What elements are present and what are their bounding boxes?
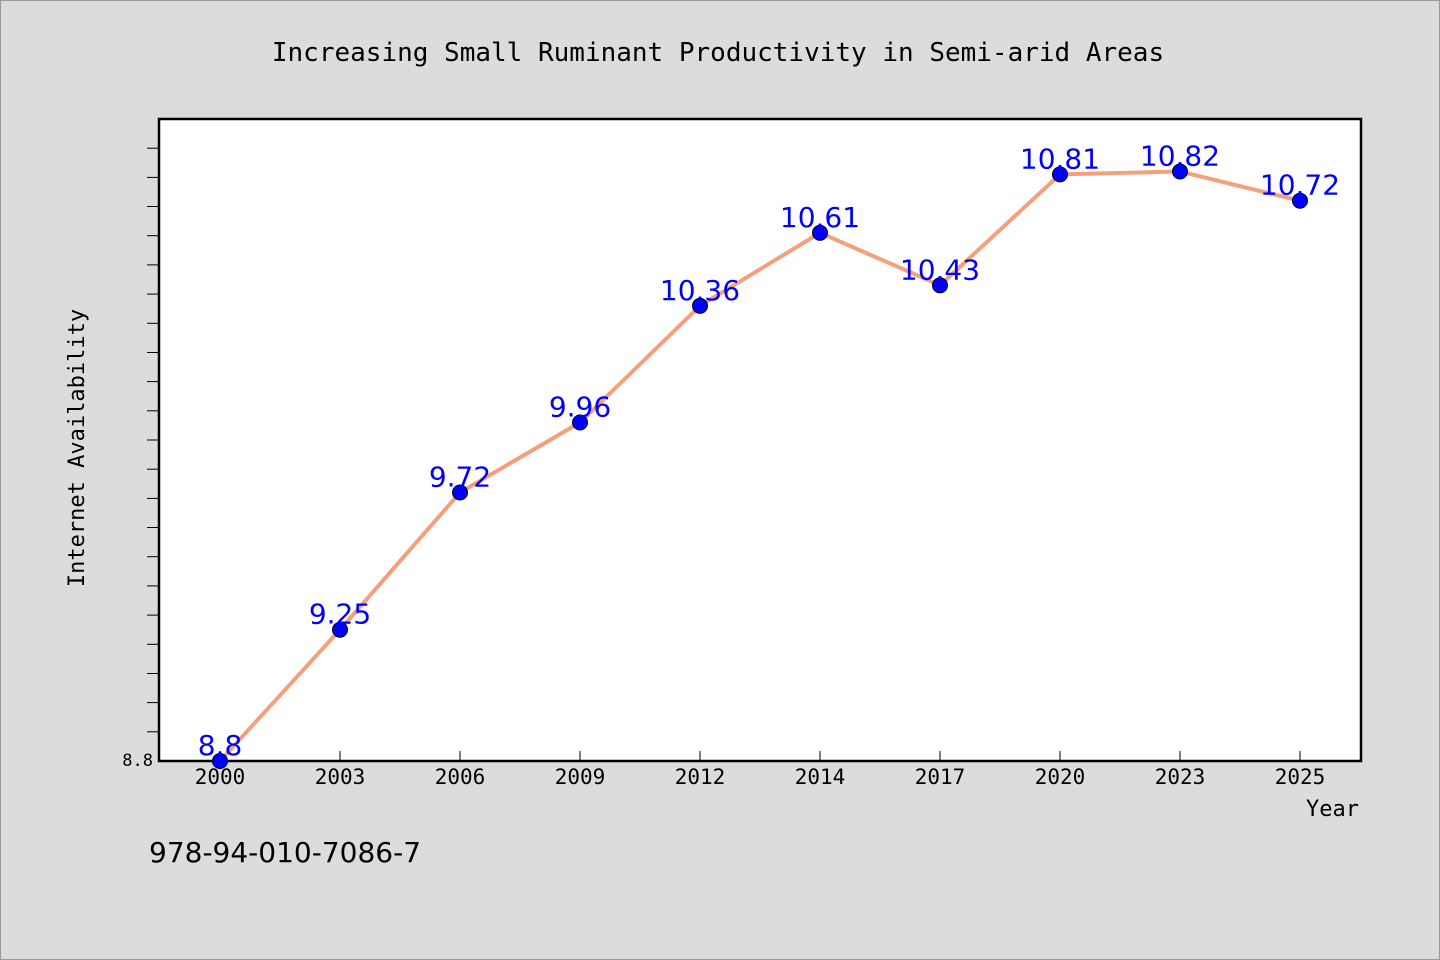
x-tick-label: 2023	[1155, 765, 1206, 789]
data-point	[1292, 192, 1308, 209]
chart-title: Increasing Small Ruminant Productivity i…	[272, 38, 1164, 68]
data-label: 9.96	[549, 391, 611, 424]
x-axis-label: Year	[1306, 797, 1359, 822]
x-tick-label: 2003	[315, 765, 366, 789]
x-tick-label: 2006	[435, 765, 486, 789]
plot-area	[157, 117, 1363, 763]
data-labels: 8.8 9.25 9.72 9.96 10.36 10.61 10.43 10.81 10.82…	[198, 140, 1340, 763]
data-label: 8.8	[198, 729, 243, 762]
x-tick-label: 2017	[915, 765, 966, 789]
y-tick-label: 8.8	[122, 751, 153, 771]
data-label: 10.36	[660, 274, 740, 307]
series-line	[218, 169, 1301, 763]
data-label: 10.61	[780, 201, 860, 234]
data-label: 10.81	[1020, 142, 1100, 175]
data-label: 10.82	[1140, 140, 1220, 173]
data-point	[932, 277, 948, 294]
data-point	[692, 297, 708, 314]
x-tick-label: 2012	[675, 765, 726, 789]
x-tick-label: 2020	[1035, 765, 1086, 789]
x-tick-label: 2009	[555, 765, 606, 789]
y-axis-label: Internet Availability	[65, 309, 90, 587]
data-point	[452, 484, 468, 501]
data-point	[1172, 163, 1188, 180]
data-point	[1052, 166, 1068, 183]
isbn-text: 978-94-010-7086-7	[149, 836, 421, 869]
data-label: 9.25	[309, 598, 371, 631]
series-group	[212, 163, 1308, 769]
data-label: 10.72	[1260, 169, 1340, 202]
data-point	[212, 753, 228, 769]
data-point	[572, 414, 588, 431]
data-point	[812, 224, 828, 241]
data-point	[332, 621, 348, 638]
x-tick-label: 2014	[795, 765, 846, 789]
data-label: 10.43	[900, 253, 980, 286]
y-axis-ticks	[147, 147, 159, 733]
x-tick-label: 2025	[1275, 765, 1326, 789]
data-label: 9.72	[429, 461, 491, 494]
